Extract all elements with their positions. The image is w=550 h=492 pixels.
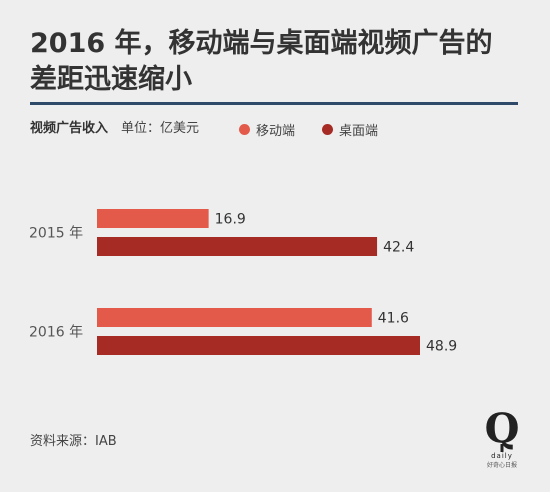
daily-logo: Q daily 好奇心日报 [485, 408, 520, 469]
data-label-mobile: 16.9 [215, 212, 246, 228]
data-label-mobile: 41.6 [378, 311, 409, 327]
chart-title-line-2: 差距迅速缩小 [30, 64, 192, 95]
title-divider [30, 102, 518, 105]
bar-chart: 2015 年 16.9 42.4 2016 年 41.6 48.9 [29, 209, 457, 355]
metric-label: 视频广告收入 [30, 121, 109, 136]
bar-mobile [97, 308, 372, 327]
svg-text:daily: daily [491, 452, 513, 460]
legend-item-desktop: 桌面端 [322, 120, 379, 139]
legend-label-desktop: 桌面端 [339, 123, 379, 139]
legend-label-mobile: 移动端 [256, 123, 296, 139]
chart-title: 2016 年，移动端与桌面端视频广告的 差距迅速缩小 [30, 26, 530, 98]
svg-text:好奇心日报: 好奇心日报 [487, 461, 517, 469]
unit-label: 单位：亿美元 [121, 121, 200, 136]
bar-mobile [97, 209, 209, 228]
source-note: 资料来源：IAB [30, 434, 117, 449]
legend-item-mobile: 移动端 [239, 120, 296, 139]
data-label-desktop: 48.9 [426, 339, 457, 355]
bar-desktop [97, 336, 420, 355]
chart-title-line-1: 2016 年，移动端与桌面端视频广告的 [30, 28, 493, 59]
category-label: 2015 年 [29, 226, 83, 242]
bar-desktop [97, 237, 378, 256]
data-label-desktop: 42.4 [383, 240, 414, 256]
category-label: 2016 年 [29, 325, 83, 341]
legend-swatch-desktop [322, 123, 333, 135]
legend-swatch-mobile [239, 123, 250, 135]
